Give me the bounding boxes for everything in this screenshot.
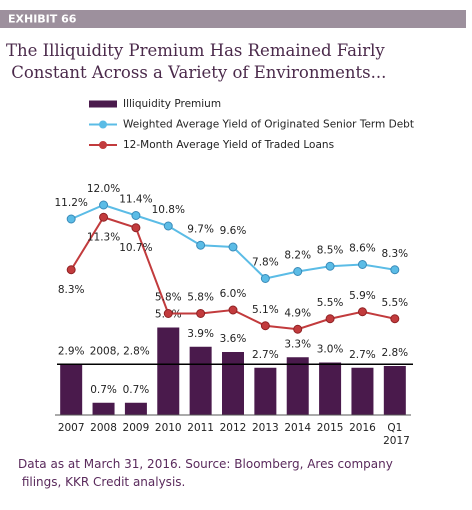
point [293,267,303,276]
bar-value-label: 0.7% [123,384,150,396]
x-tick-label: 2011 [187,422,214,434]
point [228,305,238,315]
point [357,260,367,269]
bar-value-label: 2.7% [252,349,279,361]
point [66,265,76,275]
bar [319,362,342,415]
point [163,309,173,318]
point-value-label: 9.6% [220,225,247,237]
point-value-label: 7.8% [252,257,279,269]
bar-value-label: 3.3% [284,338,311,350]
point [357,307,367,317]
bar [124,402,147,415]
x-tick-label: 2012 [220,422,247,434]
x-tick-label: Q1 2017 [380,422,410,447]
bar [383,366,406,415]
point-value-label: 10.8% [152,204,185,216]
point [325,261,335,271]
point-value-label: 12.0% [87,183,120,195]
point [66,214,76,224]
bar [286,357,309,415]
point-value-label: 5.8% [155,292,182,304]
point [99,200,109,210]
point [260,321,270,331]
source-note: Data as at March 31, 2016. Source: Bloom… [18,457,393,489]
bar [254,367,277,415]
point [196,309,206,318]
bar [60,364,83,415]
point-value-label: 5.1% [252,304,279,316]
legend-label: Illiquidity Premium [123,98,221,110]
legend-marker [99,141,107,149]
bar-value-label: 2.7% [349,349,376,361]
bar [222,352,244,415]
point [131,223,141,233]
point-value-label: 5.5% [381,297,408,309]
bar [189,346,212,415]
point-value-label: 8.6% [349,243,376,255]
point [196,240,206,250]
legend-label: Weighted Average Yield of Originated Sen… [123,119,414,131]
point-value-label: 10.7% [119,242,152,254]
x-tick-label: 2009 [123,422,150,434]
point [260,274,270,283]
point-value-label: 5.5% [317,297,344,309]
point-value-label: 4.9% [284,307,311,319]
point [99,212,109,222]
bar-value-label: 3.9% [187,328,214,340]
bar-value-label: 2.8% [381,347,408,359]
exhibit-label: EXHIBIT 66 [8,13,77,26]
annotation: 2008, 2.8% [90,345,150,357]
point [163,221,173,231]
exhibit-band [0,10,466,28]
x-tick-label: 2008 [90,422,117,434]
bar-value-label: 0.7% [90,384,117,396]
bar-value-label: 2.9% [58,345,85,357]
point-value-label: 11.3% [87,231,120,243]
legend-label: 12-Month Average Yield of Traded Loans [123,139,334,151]
point-value-label: 8.5% [317,244,344,256]
point [325,314,335,324]
point-value-label: 11.2% [55,197,88,209]
chart-title: The Illiquidity Premium Has Remained Fai… [6,41,386,82]
point-value-label: 6.0% [220,288,247,300]
bar [157,327,180,415]
x-tick-label: 2007 [58,422,85,434]
point [390,265,400,275]
point-value-label: 8.3% [58,284,85,296]
point-value-label: 5.8% [187,292,214,304]
bar-value-label: 3.6% [220,333,247,345]
point [228,242,238,252]
point-value-label: 11.4% [119,194,152,206]
legend-marker [99,120,107,129]
point-value-label: 5.9% [349,290,376,302]
legend-swatch [89,100,117,108]
x-tick-label: 2014 [284,422,311,434]
bar-value-label: 3.0% [317,344,344,356]
point-value-label: 8.3% [381,248,408,260]
point [131,211,141,220]
point-value-label: 8.2% [284,250,311,262]
point [293,324,303,334]
bar [92,402,115,415]
point [390,314,400,324]
x-tick-label: 2016 [349,422,376,434]
x-tick-label: 2010 [155,422,182,434]
point-value-label: 9.7% [187,223,214,235]
x-tick-label: 2015 [317,422,344,434]
bar [351,367,374,415]
x-tick-label: 2013 [252,422,279,434]
